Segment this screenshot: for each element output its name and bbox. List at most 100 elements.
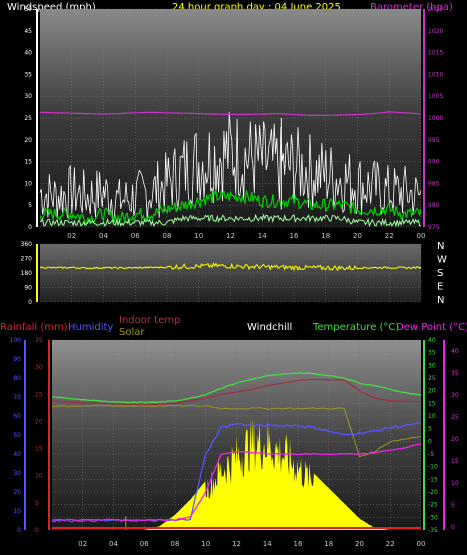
rainfall-label: Rainfall (mm): [0, 322, 68, 333]
humidity-tick: 60: [13, 413, 21, 420]
temperature-tick: -30: [428, 514, 438, 521]
dewpoint-tick: 15: [451, 458, 459, 465]
compass-letter: W: [437, 255, 447, 266]
hour-tick: 04: [109, 540, 118, 548]
rainfall-tick: 35: [35, 337, 43, 344]
dewpoint-tick: 40: [451, 348, 459, 355]
dewpoint-tick: 10: [451, 480, 459, 487]
windspeed-tick: 40: [24, 50, 32, 57]
temperature-tick: 25: [428, 375, 436, 382]
windspeed-tick: 25: [24, 115, 32, 122]
humidity-tick: 80: [13, 375, 21, 382]
temperature-tick: -25: [428, 502, 438, 509]
direction-tick: 360: [21, 241, 33, 248]
humidity-tick: 0: [17, 527, 21, 534]
rainfall-tick: 20: [35, 418, 43, 425]
hour-tick: 20: [353, 232, 362, 240]
humidity-tick: 40: [13, 451, 21, 458]
barometer-tick: 1005: [428, 93, 443, 100]
rainfall-tick: 5: [35, 500, 39, 507]
temperature-tick: 5: [428, 426, 432, 433]
barometer-tick: 995: [428, 137, 440, 144]
wind-x-axis: 02 04 06 08 10 12 14 16 18 20 22 00: [67, 232, 425, 240]
barometer-tick: 1015: [428, 50, 443, 57]
barometer-tick: 990: [428, 159, 440, 166]
barometer-y-axis: 975 980 985 990 995 1000 1005 1010 1015 1020 1025: [423, 6, 443, 231]
humidity-tick: 30: [13, 470, 21, 477]
direction-y-axis: 0 90 180 270 360: [21, 241, 38, 306]
gust-line: [39, 112, 422, 223]
barometer-tick: 1020: [428, 28, 443, 35]
humidity-tick: 10: [13, 508, 21, 515]
dewpoint-tick: 25: [451, 414, 459, 421]
barometer-tick: 975: [428, 224, 440, 231]
dewpoint-label: Dew Point (°C): [396, 322, 467, 333]
compass-letter: N: [437, 295, 444, 306]
temp-series: [51, 372, 422, 530]
hour-tick: 08: [171, 540, 180, 548]
windspeed-tick: 35: [24, 71, 32, 78]
solar-area: [52, 417, 421, 530]
hour-tick: 00: [417, 232, 426, 240]
hour-tick: 06: [131, 232, 140, 240]
barometer-tick: 1000: [428, 115, 443, 122]
hour-tick: 10: [201, 540, 210, 548]
temperature-tick: 20: [428, 388, 436, 395]
indoortemp-label: Indoor temp: [119, 315, 180, 326]
hour-tick: 16: [294, 540, 303, 548]
barometer-label: Barometer (hpa): [370, 2, 453, 13]
dewpoint-tick: 5: [451, 502, 455, 509]
temperature-tick: -15: [428, 476, 438, 483]
hour-tick: 22: [386, 540, 395, 548]
windspeed-tick: 10: [24, 180, 32, 187]
wind-grid: [40, 8, 422, 228]
hour-tick: 08: [163, 232, 172, 240]
windspeed-label: Windspeed (mph): [7, 2, 96, 13]
indoortemp-line: [51, 378, 422, 406]
barometer-tick: 1010: [428, 71, 443, 78]
direction-line: [39, 262, 422, 272]
rainfall-tick: 25: [35, 391, 43, 398]
hour-tick: 02: [78, 540, 87, 548]
hour-tick: 22: [385, 232, 394, 240]
hour-tick: 18: [324, 540, 333, 548]
temperature-tick: -35: [428, 527, 438, 534]
compass-letter: N: [437, 241, 444, 252]
temperature-line: [51, 372, 422, 404]
low-wind-line: [39, 213, 421, 228]
dewpoint-tick: 35: [451, 370, 459, 377]
direction-tick: 0: [28, 299, 32, 306]
direction-tick: 270: [21, 256, 33, 263]
hour-tick: 10: [194, 232, 203, 240]
temperature-tick: -20: [428, 489, 438, 496]
windspeed-tick: 20: [24, 137, 32, 144]
rainfall-tick: 0: [35, 527, 39, 534]
hour-tick: 00: [417, 540, 426, 548]
temp-x-axis: 02 04 06 08 10 12 14 16 18 20 22 00: [78, 540, 425, 548]
hour-tick: 06: [140, 540, 149, 548]
hour-tick: 12: [226, 232, 235, 240]
barometer-tick: 1025: [428, 6, 443, 13]
hour-tick: 18: [321, 232, 330, 240]
compass-letter: S: [437, 268, 443, 279]
dewpoint-line: [51, 443, 422, 522]
dewpoint-tick: 30: [451, 392, 459, 399]
temperature-tick: 0: [428, 438, 432, 445]
pressure-line: [39, 111, 422, 117]
rainfall-tick: 10: [35, 473, 43, 480]
wind-series: [39, 111, 422, 228]
rainfall-tick: 15: [35, 446, 43, 453]
temperature-tick: -5: [428, 451, 434, 458]
temp-axes: 010203040506070809010005101520253035-35-…: [10, 337, 459, 534]
direction-tick: 180: [21, 270, 33, 277]
humidity-tick: 100: [10, 337, 22, 344]
humidity-tick: 70: [13, 394, 21, 401]
windspeed-tick: 0: [28, 224, 32, 231]
temperature-tick: 30: [428, 362, 436, 369]
direction-grid: [40, 243, 422, 303]
hour-tick: 14: [263, 540, 272, 548]
windspeed-tick: 50: [24, 6, 32, 13]
solar-secondary-line: [51, 404, 422, 458]
